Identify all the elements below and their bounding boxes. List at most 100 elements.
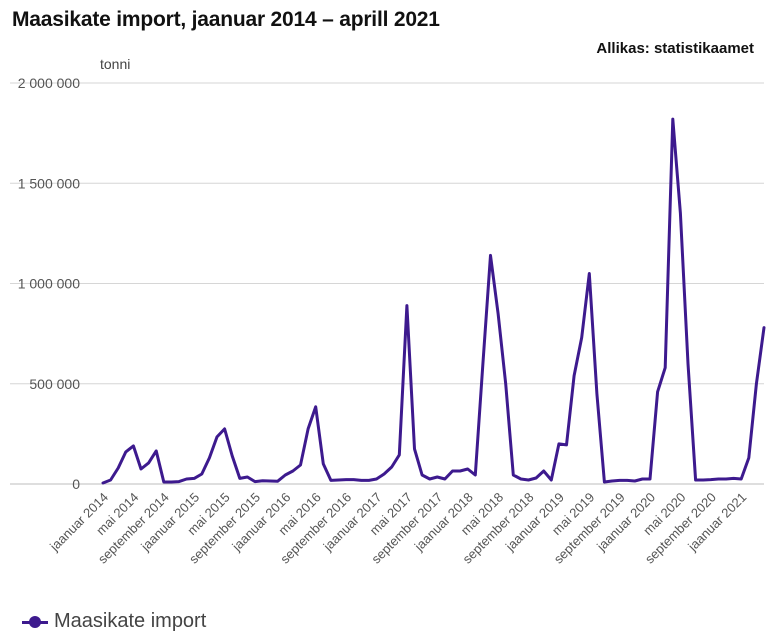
data-point [428,477,431,480]
data-point [261,479,264,482]
data-point [139,467,142,470]
data-point [200,472,203,475]
data-point [702,478,705,481]
data-point [345,478,348,481]
data-point [269,479,272,482]
data-point [763,326,766,329]
data-point [132,444,135,447]
data-point [155,449,158,452]
data-point [519,477,522,480]
data-point [603,480,606,483]
data-point [329,479,332,482]
data-point [611,479,614,482]
y-tick-label: 1 000 000 [18,276,80,292]
data-point [253,480,256,483]
data-point [717,477,720,480]
legend-swatch-icon [22,615,48,629]
data-point [633,479,636,482]
data-point [747,456,750,459]
y-axis-unit-label: tonni [100,56,131,72]
data-point [162,480,165,483]
data-point [656,390,659,393]
data-point [170,480,173,483]
data-point [573,374,576,377]
data-point [193,477,196,480]
data-point [755,382,758,385]
data-point [436,475,439,478]
data-point [618,479,621,482]
data-point [246,475,249,478]
y-tick-label: 2 000 000 [18,75,80,91]
data-point [709,478,712,481]
data-point [375,477,378,480]
data-point [512,473,515,476]
data-point [231,454,234,457]
data-point [352,478,355,481]
data-point [322,462,325,465]
data-point [588,272,591,275]
data-point [550,478,553,481]
data-point [307,427,310,430]
data-point [367,479,370,482]
data-point [497,312,500,315]
data-point [725,477,728,480]
data-point [451,469,454,472]
data-point [124,450,127,453]
data-point [443,477,446,480]
data-point [687,362,690,365]
data-point [664,366,667,369]
data-point [223,427,226,430]
data-point [732,477,735,480]
data-point [740,477,743,480]
data-point [481,362,484,365]
data-point [398,453,401,456]
y-tick-label: 1 500 000 [18,175,80,191]
data-point [215,435,218,438]
data-point [405,304,408,307]
data-point [390,465,393,468]
data-point [694,478,697,481]
data-point [147,461,150,464]
y-tick-label: 500 000 [29,376,80,392]
y-tick-label: 0 [72,476,80,492]
data-point [185,477,188,480]
data-point [314,405,317,408]
legend-label: Maasikate import [54,610,207,632]
data-point [337,478,340,481]
data-point [580,336,583,339]
source-label: Allikas: statistikaamet [596,40,754,57]
data-point [299,463,302,466]
data-point [466,467,469,470]
data-point [208,456,211,459]
data-point [413,447,416,450]
data-point [489,254,492,257]
data-point [284,473,287,476]
data-point [535,476,538,479]
data-point [421,473,424,476]
data-point [291,469,294,472]
data-point [671,118,674,121]
data-point [459,469,462,472]
data-point [542,469,545,472]
data-point [474,473,477,476]
data-point [504,382,507,385]
data-point [383,472,386,475]
data-point [238,477,241,480]
legend-dot-icon [29,615,41,628]
data-point [557,442,560,445]
data-point [565,443,568,446]
data-point [626,479,629,482]
data-point [109,478,112,481]
data-point [595,392,598,395]
data-point [276,480,279,483]
data-point [117,466,120,469]
data-point [527,478,530,481]
data-point [641,477,644,480]
data-point [649,477,652,480]
data-point [360,479,363,482]
series-line [101,117,766,485]
data-point [177,480,180,483]
legend[interactable]: Maasikate import [22,610,206,633]
data-point [679,212,682,215]
